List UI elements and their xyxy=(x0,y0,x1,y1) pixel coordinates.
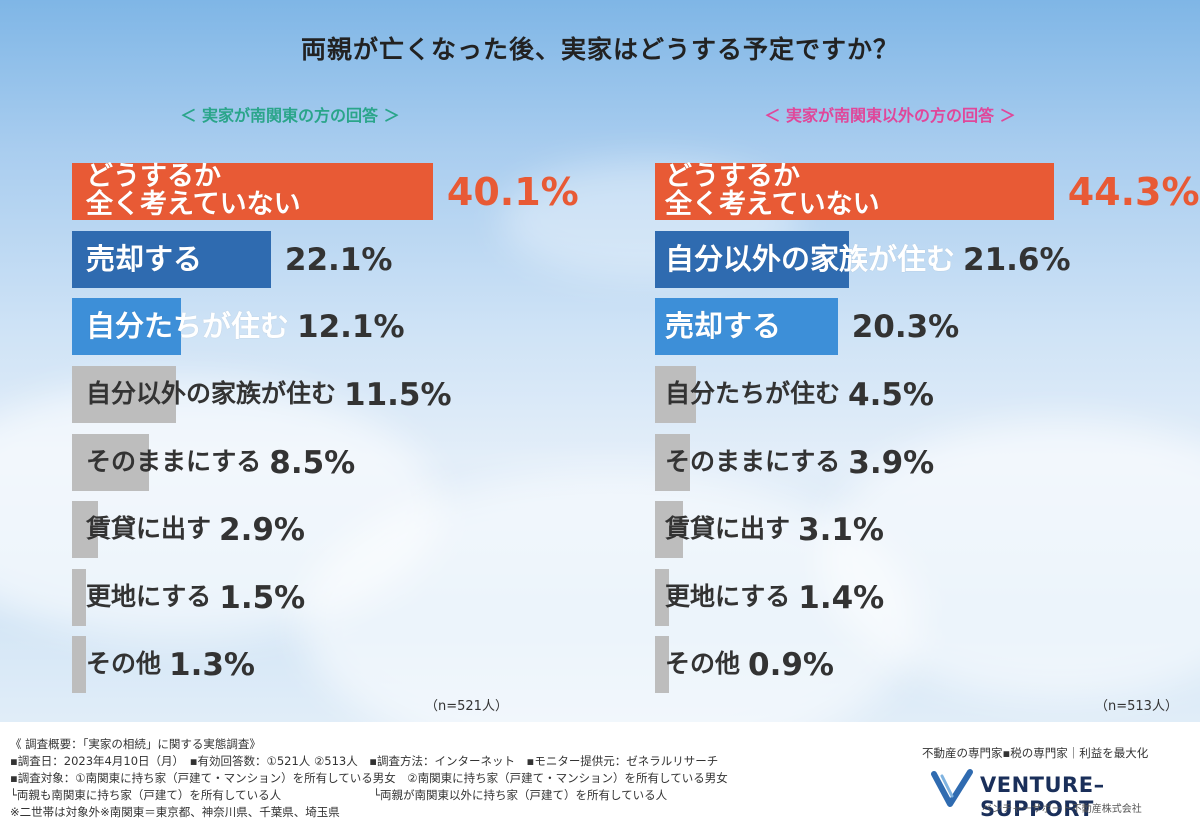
bar-value-label: 8.5% xyxy=(269,444,356,481)
bar-label: 賃貸に出す xyxy=(665,514,791,544)
survey-footer xyxy=(0,722,1200,831)
bar-value-label: 1.4% xyxy=(798,579,885,616)
right-sample-size: （n=513人） xyxy=(1095,699,1178,714)
bar-value-label: 20.3% xyxy=(851,308,960,345)
bar-value-label: 22.1% xyxy=(284,241,393,278)
bar-value-label: 3.1% xyxy=(798,511,884,548)
company-tagline: 不動産の専門家▪税の専門家｜利益を最大化 xyxy=(922,746,1149,760)
company-logo-icon xyxy=(931,769,973,807)
bar-value-label: 2.9% xyxy=(219,511,305,548)
bar xyxy=(72,501,99,558)
bar-label: その他 xyxy=(86,649,162,679)
bar-label: そのままにする xyxy=(86,447,262,477)
left-chart-subtitle: ＜ 実家が南関東の方の回答 ＞ xyxy=(180,106,400,125)
bar-value-label: 44.3% xyxy=(1067,169,1200,214)
bar xyxy=(72,434,149,491)
page-title: 両親が亡くなった後、実家はどうする予定ですか？ xyxy=(300,35,899,64)
bar-label: その他 xyxy=(665,649,741,679)
bar xyxy=(72,298,181,355)
bar xyxy=(655,569,669,626)
survey-target-line: ▪調査対象：①南関東に持ち家（戸建て・マンション）を所有している男女 ②南関東に… xyxy=(10,771,728,785)
survey-note: ※二世帯は対象外※南関東＝東京都、神奈川県、千葉県、埼玉県 xyxy=(10,805,340,819)
bar-value-label: 1.3% xyxy=(169,646,255,683)
bar-value-label: 40.1% xyxy=(446,169,579,214)
bar-value-label: 11.5% xyxy=(344,376,452,413)
bar-value-label: 1.5% xyxy=(219,579,306,616)
bar xyxy=(655,163,1054,220)
bar-value-label: 3.9% xyxy=(848,444,935,481)
bar-label: 自分以外の家族が住む xyxy=(86,379,337,409)
bar-label: 売却する xyxy=(665,309,782,344)
bar-label: 賃貸に出す xyxy=(86,514,212,544)
bar-label: 自分たちが住む xyxy=(86,309,290,344)
bar-label: どうするか 全く考えていない xyxy=(86,161,301,221)
bar xyxy=(655,636,669,693)
bar xyxy=(655,298,838,355)
bar-label: どうするか 全く考えていない xyxy=(665,161,880,221)
bar-label: そのままにする xyxy=(665,447,841,477)
bar xyxy=(72,636,86,693)
bar xyxy=(72,366,176,423)
bar xyxy=(655,434,691,491)
survey-detail-line: ▪調査日：2023年4月10日（月） ▪有効回答数：①521人 ②513人 ▪調… xyxy=(10,754,719,768)
bar-label: 売却する xyxy=(86,242,203,277)
company-name: ベンチャーサポート不動産株式会社 xyxy=(982,804,1142,815)
bar-label: 自分以外の家族が住む xyxy=(665,242,956,277)
company-logo-text: VENTURE–SUPPORT xyxy=(980,773,1105,821)
bar-label: 更地にする xyxy=(665,582,791,612)
bar-value-label: 4.5% xyxy=(848,376,934,413)
bar xyxy=(655,366,696,423)
cloud-decoration xyxy=(300,470,920,770)
cloud-decoration xyxy=(820,420,1200,700)
bar-label: 自分たちが住む xyxy=(665,379,841,409)
bar xyxy=(72,569,86,626)
right-chart-subtitle: ＜ 実家が南関東以外の方の回答 ＞ xyxy=(764,106,1016,125)
bar-value-label: 0.9% xyxy=(748,646,834,683)
bar xyxy=(655,501,683,558)
bar xyxy=(655,231,850,288)
bar xyxy=(72,163,433,220)
left-sample-size: （n=521人） xyxy=(425,699,508,714)
survey-target-subline: └両親も南関東に持ち家（戸建て）を所有している人 └両親が南関東以外に持ち家（戸… xyxy=(10,788,668,802)
bar-value-label: 21.6% xyxy=(963,241,1071,278)
bar xyxy=(72,231,271,288)
bar-value-label: 12.1% xyxy=(297,308,405,345)
survey-heading: 《 調査概要：「実家の相続」に関する実態調査》 xyxy=(10,737,261,751)
bar-label: 更地にする xyxy=(86,582,212,612)
